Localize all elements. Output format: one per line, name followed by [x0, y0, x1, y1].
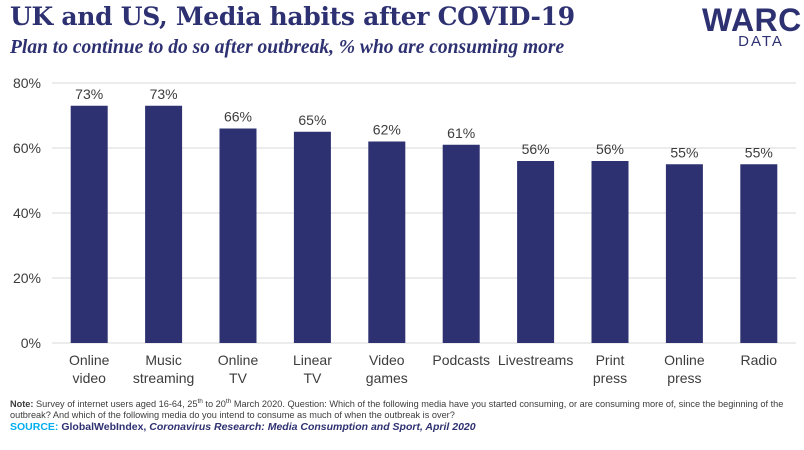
x-category-label: video: [72, 370, 106, 386]
x-category-label: games: [366, 370, 408, 386]
x-category-label: Online: [69, 352, 110, 368]
y-tick-label: 20%: [13, 270, 41, 286]
logo-subtext: DATA: [738, 33, 784, 50]
bar-value-label: 65%: [298, 112, 326, 128]
x-category-label: Podcasts: [432, 352, 490, 368]
bar-value-label: 55%: [670, 144, 698, 160]
logo-wordmark: WARC: [702, 2, 802, 38]
x-category-label: Linear: [293, 352, 332, 368]
bar: [70, 105, 108, 343]
bar-value-label: 56%: [522, 141, 550, 157]
bar-value-label: 56%: [596, 141, 624, 157]
bar-value-label: 66%: [224, 109, 252, 125]
x-category-label: Online: [664, 352, 705, 368]
source-title: Coronavirus Research: Media Consumption …: [149, 421, 476, 433]
x-category-label: Online: [218, 352, 259, 368]
bar: [293, 131, 331, 343]
bar-chart: 0% 20% 40% 60% 80% 73% Online video 73% Music stre…: [13, 75, 796, 386]
chart-subtitle: Plan to continue to do so after outbreak…: [10, 37, 565, 58]
x-category-label: Radio: [741, 352, 778, 368]
bar: [740, 164, 778, 343]
bar-value-label: 55%: [745, 144, 773, 160]
bar: [665, 164, 703, 343]
y-tick-label: 80%: [13, 75, 41, 91]
x-category-label: streaming: [133, 370, 194, 386]
y-tick-label: 40%: [13, 205, 41, 221]
bar: [219, 128, 257, 343]
source-org: GlobalWebIndex,: [61, 421, 147, 433]
x-category-label: press: [593, 370, 627, 386]
note-text: Survey of internet users aged 16-64, 25t…: [10, 398, 784, 421]
source-line: SOURCE: GlobalWebIndex, Coronavirus Rese…: [10, 421, 476, 433]
warc-data-logo: WARC DATA: [702, 2, 802, 50]
bar-value-label: 73%: [75, 86, 103, 102]
x-category-label: TV: [303, 370, 322, 386]
bar: [517, 161, 555, 343]
note-label: Note:: [10, 399, 34, 410]
chart-title: UK and US, Media habits after COVID-19: [10, 2, 575, 31]
source-label: SOURCE:: [10, 421, 59, 433]
bar: [442, 144, 480, 343]
footnote: Note: Survey of internet users aged 16-6…: [10, 396, 800, 421]
x-category-label: TV: [229, 370, 248, 386]
bar-value-label: 73%: [150, 86, 178, 102]
x-category-label: Print: [596, 352, 625, 368]
x-category-label: press: [667, 370, 701, 386]
y-tick-label: 0%: [21, 335, 41, 351]
bar-value-label: 62%: [373, 122, 401, 138]
x-category-label: Livestreams: [498, 352, 573, 368]
bar-value-label: 61%: [447, 125, 475, 141]
y-tick-label: 60%: [13, 140, 41, 156]
bar: [591, 161, 629, 343]
x-category-label: Music: [145, 352, 182, 368]
x-category-label: Video: [369, 352, 405, 368]
bar: [145, 105, 183, 343]
bar: [368, 141, 406, 343]
